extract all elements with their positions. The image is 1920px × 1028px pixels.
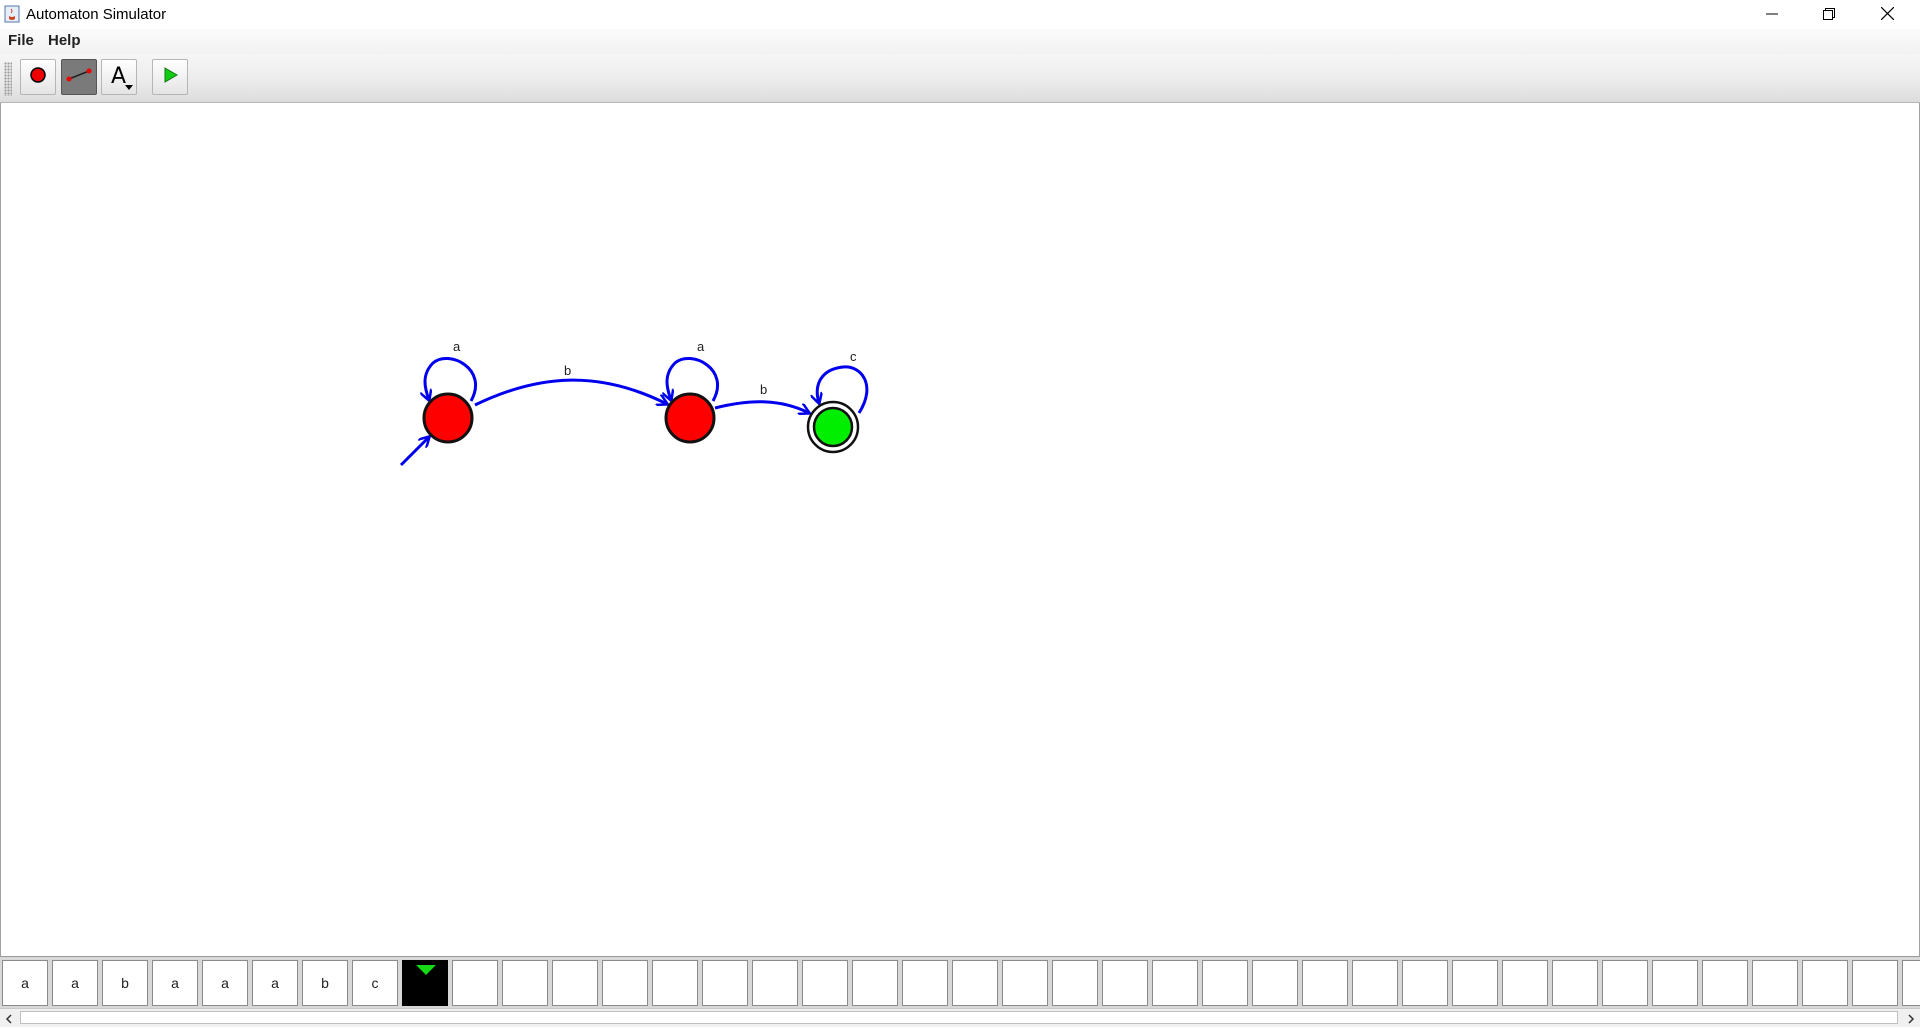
- tape-cell[interactable]: [1702, 960, 1748, 1006]
- tape-cell[interactable]: c: [352, 960, 398, 1006]
- restore-icon: [1823, 5, 1835, 24]
- transition-label: b: [760, 382, 767, 397]
- tape-cell[interactable]: [502, 960, 548, 1006]
- add-text-button[interactable]: A: [101, 59, 137, 95]
- transition-q1-q2[interactable]: [714, 400, 809, 413]
- tape-cell[interactable]: [752, 960, 798, 1006]
- title-bar: Automaton Simulator: [0, 0, 1920, 29]
- scroll-left-button[interactable]: [0, 1009, 18, 1027]
- text-A-icon: A: [105, 63, 133, 91]
- state-q2-accepting[interactable]: [806, 400, 860, 454]
- add-transition-button[interactable]: [61, 59, 97, 95]
- tape-cell[interactable]: [1052, 960, 1098, 1006]
- initial-arrow[interactable]: [399, 437, 429, 467]
- transition-q0-q1[interactable]: [474, 378, 667, 407]
- tape-cell[interactable]: [1902, 960, 1920, 1006]
- tape-cell[interactable]: [902, 960, 948, 1006]
- tape-cell[interactable]: [652, 960, 698, 1006]
- tape-cell[interactable]: [1002, 960, 1048, 1006]
- tape-cell[interactable]: [1352, 960, 1398, 1006]
- close-button[interactable]: [1858, 0, 1916, 29]
- menu-file[interactable]: File: [8, 32, 34, 49]
- tape-cell[interactable]: b: [102, 960, 148, 1006]
- tape-head-cell[interactable]: [402, 960, 448, 1006]
- transition-label: b: [564, 363, 571, 378]
- tape-cell[interactable]: [1252, 960, 1298, 1006]
- tape-cell[interactable]: a: [2, 960, 48, 1006]
- tape-cell[interactable]: [852, 960, 898, 1006]
- transition-q1-q1[interactable]: [667, 357, 720, 401]
- chevron-right-icon: [1907, 1009, 1915, 1028]
- automaton-diagram: a b a b c: [399, 339, 869, 467]
- window-title: Automaton Simulator: [26, 6, 167, 23]
- toolbar: A: [0, 54, 1920, 103]
- run-button[interactable]: [152, 59, 188, 95]
- red-circle-icon: [29, 66, 47, 88]
- transition-line-icon: [65, 66, 93, 88]
- automaton-canvas[interactable]: a b a b c: [0, 103, 1920, 956]
- tape-cell[interactable]: [952, 960, 998, 1006]
- restore-button[interactable]: [1800, 0, 1858, 29]
- tape-cell[interactable]: [1202, 960, 1248, 1006]
- state-q1[interactable]: [664, 392, 716, 444]
- tape-cell[interactable]: [1752, 960, 1798, 1006]
- tape-cell[interactable]: b: [302, 960, 348, 1006]
- transition-label: a: [453, 339, 461, 354]
- tape-cell[interactable]: [1602, 960, 1648, 1006]
- tape-cell[interactable]: [1452, 960, 1498, 1006]
- tape-cell[interactable]: a: [152, 960, 198, 1006]
- transition-label: c: [850, 349, 857, 364]
- transition-label: a: [697, 339, 705, 354]
- tape-cell[interactable]: [1802, 960, 1848, 1006]
- toolbar-grip[interactable]: [4, 62, 12, 96]
- scroll-right-button[interactable]: [1902, 1009, 1920, 1027]
- transition-q2-q2[interactable]: [817, 365, 869, 414]
- add-state-button[interactable]: [20, 59, 56, 95]
- tape-cell[interactable]: [1402, 960, 1448, 1006]
- tape-cell[interactable]: [1302, 960, 1348, 1006]
- tape-cell[interactable]: a: [52, 960, 98, 1006]
- menu-help[interactable]: Help: [48, 32, 81, 49]
- horizontal-scrollbar[interactable]: [0, 1008, 1920, 1027]
- java-app-icon: [4, 5, 20, 23]
- tape-cell[interactable]: [1852, 960, 1898, 1006]
- tape-cell[interactable]: a: [202, 960, 248, 1006]
- tape-cell[interactable]: [602, 960, 648, 1006]
- scroll-thumb[interactable]: [20, 1011, 1898, 1024]
- tape-cell[interactable]: [1502, 960, 1548, 1006]
- tape-cell[interactable]: [552, 960, 598, 1006]
- state-q0[interactable]: [422, 392, 474, 444]
- tape-cell[interactable]: [1152, 960, 1198, 1006]
- minimize-icon: [1766, 5, 1778, 24]
- tape-cell[interactable]: [702, 960, 748, 1006]
- tape-cell[interactable]: [452, 960, 498, 1006]
- chevron-left-icon: [5, 1009, 13, 1028]
- play-icon: [161, 66, 179, 88]
- tape-cell[interactable]: a: [252, 960, 298, 1006]
- close-icon: [1880, 5, 1894, 24]
- tape-head-marker-icon: [416, 965, 436, 975]
- tape-cell[interactable]: [1652, 960, 1698, 1006]
- menu-bar: File Help: [0, 29, 1920, 54]
- tape-cell[interactable]: [1552, 960, 1598, 1006]
- transition-q0-q0[interactable]: [425, 357, 478, 401]
- tape-cell[interactable]: [1102, 960, 1148, 1006]
- tape-cell[interactable]: [802, 960, 848, 1006]
- minimize-button[interactable]: [1743, 0, 1801, 29]
